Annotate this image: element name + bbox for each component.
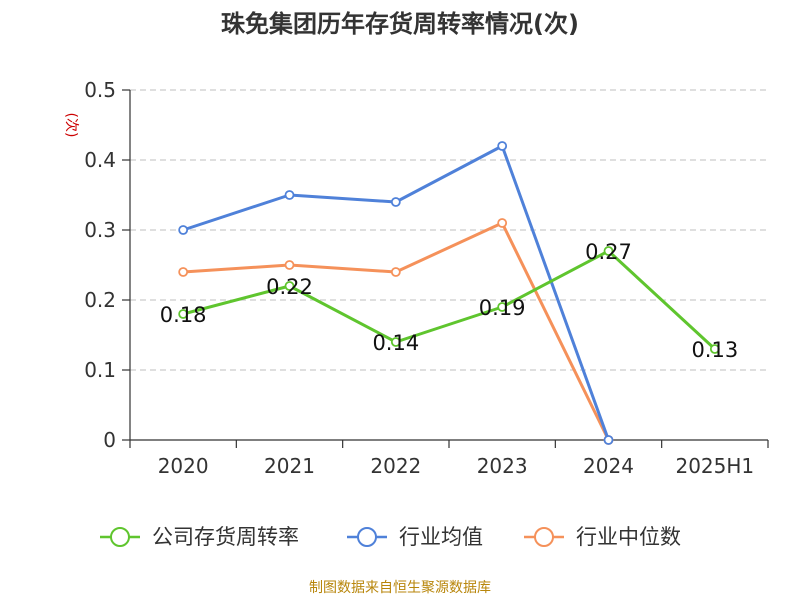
series-line [182,249,716,351]
series-point [284,281,295,291]
series-point [497,302,508,312]
series-point [390,337,401,347]
series-point [603,246,614,256]
y-tick-label: 0 [103,428,116,452]
y-tick-label: 0.3 [84,218,116,242]
x-tick-label: 2023 [477,454,528,478]
series-point [178,267,189,277]
x-tick-label: 2024 [583,454,634,478]
series-point [390,267,401,277]
legend-marker [357,527,377,547]
series-point [284,190,295,200]
legend-marker [110,527,130,547]
data-label: 0.14 [372,331,419,355]
legend-marker [534,527,554,547]
series-line [182,144,610,441]
legend-label: 公司存货周转率 [152,525,299,549]
data-label: 0.27 [585,240,632,264]
x-tick-label: 2022 [370,454,421,478]
series-point [497,141,508,151]
x-tick-label: 2020 [158,454,209,478]
series-point [603,435,614,445]
y-tick-label: 0.2 [84,288,116,312]
y-axis-label: (次) [63,113,79,138]
series-point [390,197,401,207]
legend-label: 行业中位数 [576,525,681,549]
y-tick-label: 0.4 [84,148,116,172]
series-point [497,218,508,228]
data-label: 0.18 [160,303,207,327]
series-point [178,225,189,235]
source-note: 制图数据来自恒生聚源数据库 [309,580,491,596]
chart-title: 珠免集团历年存货周转率情况(次) [221,10,579,38]
series-point [284,260,295,270]
data-label: 0.13 [691,338,738,362]
x-tick-label: 2025H1 [675,454,754,478]
y-tick-label: 0.5 [84,78,116,102]
x-tick-label: 2021 [264,454,315,478]
data-label: 0.22 [266,275,313,299]
legend-label: 行业均值 [399,525,483,549]
data-label: 0.19 [479,296,526,320]
series-point [178,309,189,319]
y-tick-label: 0.1 [84,358,116,382]
series-point [709,344,720,354]
